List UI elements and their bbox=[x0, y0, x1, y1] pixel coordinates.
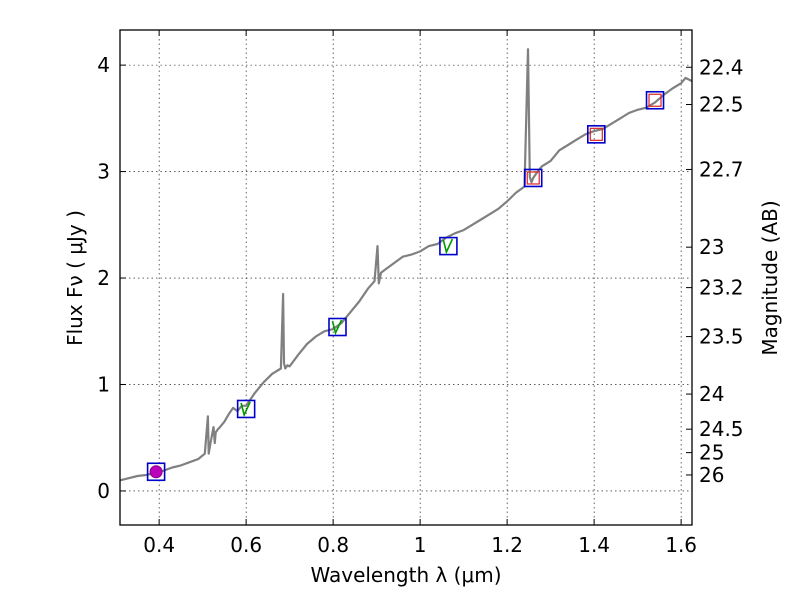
y-tick-label: 0 bbox=[97, 479, 110, 503]
x-tick-label: 1.4 bbox=[578, 533, 610, 557]
x-tick-label: 1 bbox=[414, 533, 427, 557]
y-tick-label: 2 bbox=[97, 266, 110, 290]
grid-lines bbox=[120, 30, 692, 525]
limit-marker bbox=[240, 401, 251, 418]
spectrum-line bbox=[119, 48, 693, 482]
model-flux-marker bbox=[645, 90, 665, 110]
model-flux-marker bbox=[236, 399, 256, 419]
x-axis-title: Wavelength λ (μm) bbox=[310, 563, 501, 587]
x-tick-label: 0.6 bbox=[230, 533, 262, 557]
y2-tick-label: 25 bbox=[699, 441, 724, 465]
y-tick-label: 4 bbox=[97, 53, 110, 77]
axes-frame bbox=[119, 29, 693, 526]
model-flux-marker bbox=[328, 317, 347, 337]
y2-tick-label: 26 bbox=[699, 463, 724, 487]
x-tick-label: 0.4 bbox=[143, 533, 175, 557]
y2-tick-label: 23 bbox=[699, 235, 724, 259]
y2-tick-label: 24.5 bbox=[699, 417, 744, 441]
plot-area bbox=[119, 48, 693, 482]
model-flux-marker bbox=[587, 125, 606, 144]
y2-tick-label: 23.2 bbox=[699, 276, 744, 300]
y2-tick-label: 24 bbox=[699, 382, 724, 406]
model-flux-marker bbox=[523, 168, 543, 188]
x-tick-label: 1.2 bbox=[491, 533, 523, 557]
x-tick-label: 1.6 bbox=[665, 533, 697, 557]
limit-marker bbox=[331, 319, 343, 336]
model-flux-marker bbox=[146, 462, 166, 482]
nir-point-marker bbox=[526, 171, 540, 185]
limit-marker bbox=[442, 238, 454, 255]
nir-point-marker bbox=[589, 127, 603, 141]
y2-tick-label: 22.7 bbox=[699, 157, 744, 181]
model-flux-marker bbox=[439, 236, 458, 256]
x-tick-label: 0.8 bbox=[317, 533, 349, 557]
y2-tick-label: 22.5 bbox=[699, 93, 744, 117]
y-tick-label: 1 bbox=[97, 372, 110, 396]
y2-tick-label: 23.5 bbox=[699, 325, 744, 349]
data-point bbox=[149, 465, 163, 479]
y2-axis-title: Magnitude (AB) bbox=[758, 200, 782, 355]
y2-tick-label: 22.4 bbox=[699, 55, 744, 79]
y-axis-title: Flux Fν ( μJy ) bbox=[63, 210, 87, 346]
y-tick-label: 3 bbox=[97, 160, 110, 184]
nir-point-marker bbox=[648, 93, 662, 107]
